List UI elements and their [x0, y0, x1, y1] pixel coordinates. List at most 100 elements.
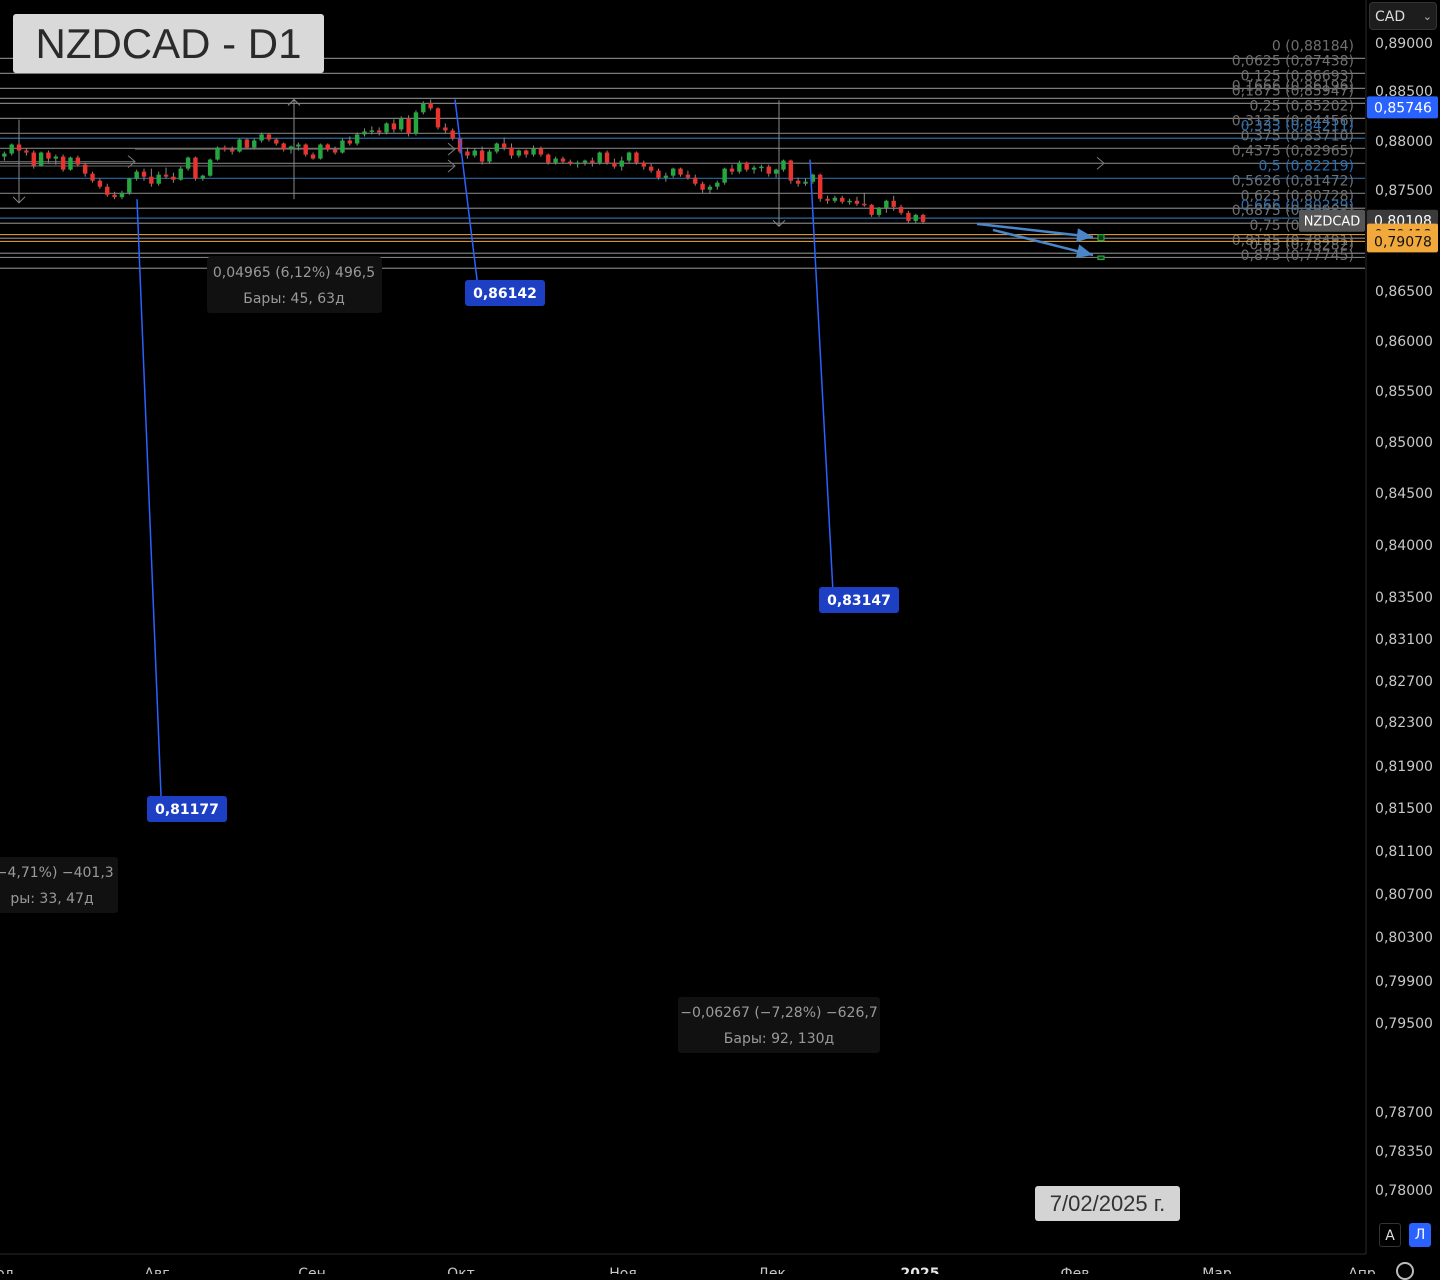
candle-down	[869, 204, 874, 215]
candle-down	[891, 200, 896, 207]
fib-level-label: 0,875 (0,77745)	[1241, 248, 1354, 264]
candle-up	[318, 144, 323, 159]
candle-down	[406, 118, 411, 134]
candle-up	[340, 140, 345, 153]
candle-up	[832, 197, 838, 201]
swing-leader-line	[454, 99, 481, 305]
candle-up	[810, 174, 816, 182]
candle-down	[60, 156, 66, 170]
candle-up	[237, 139, 242, 152]
candle-down	[818, 174, 823, 199]
date-label: 7/02/2025 г.	[1035, 1186, 1180, 1221]
time-tick-label: Сен	[298, 1266, 326, 1274]
price-tick-label: 0,78700	[1375, 1105, 1433, 1121]
price-tick-label: 0,78000	[1375, 1183, 1433, 1199]
price-tick-label: 0,85500	[1375, 384, 1433, 400]
candle-up	[582, 160, 588, 163]
swing-leader-line	[809, 159, 835, 612]
log-scale-button[interactable]: Л	[1409, 1223, 1431, 1247]
price-tick-label: 0,81100	[1375, 844, 1433, 860]
annotations: 0,86142 0,83147 0,81177 0,04965 (6,12%) 496…	[0, 99, 1094, 1053]
measure-arrowhead	[1096, 156, 1105, 170]
candle-down	[604, 152, 610, 163]
candle-up	[384, 123, 389, 133]
fib-level-label: 0,125 (0,86693)	[1241, 68, 1354, 84]
candle-up	[215, 147, 220, 160]
price-tag	[1367, 230, 1438, 253]
arrowhead-icon	[1076, 228, 1093, 243]
measure-value: 0,04965 (6,12%) 496,5	[213, 265, 375, 281]
time-tick-label: Июл	[0, 1266, 14, 1274]
auto-scale-button[interactable]: A	[1379, 1223, 1401, 1247]
candle-down	[391, 123, 397, 130]
measure-arrowhead	[447, 159, 456, 173]
time-axis[interactable]: Июл Авг Сен Окт Ноя Дек 2025 Фев Мар Апр	[0, 1253, 1376, 1274]
candle-up	[876, 207, 882, 215]
candle-up	[68, 157, 73, 170]
fib-level-label: 0,1875 (0,85947)	[1232, 83, 1354, 99]
candle-down	[788, 160, 793, 181]
fib-level-label: 0,25 (0,85202)	[1250, 98, 1354, 114]
candle-up	[354, 134, 360, 144]
candle-down	[281, 143, 286, 150]
candle-up	[472, 150, 477, 156]
time-tick-label: Авг	[144, 1266, 169, 1274]
candle-up	[663, 175, 669, 178]
candle-down	[46, 152, 51, 159]
candle-up	[759, 166, 764, 169]
candle-up	[707, 186, 713, 190]
currency-label: CAD	[1375, 9, 1406, 25]
price-tag	[1367, 96, 1438, 119]
candle-up	[200, 175, 205, 179]
projected-candle	[1097, 233, 1105, 242]
price-tick-label: 0,82300	[1375, 715, 1433, 731]
price-axis[interactable]: 0,890000,885000,880000,875000,870000,865…	[1299, 0, 1438, 1254]
candle-up	[399, 118, 404, 130]
candle-up	[288, 146, 294, 150]
candle-up	[38, 152, 44, 166]
fib-level-label: 0,333 (0,84211)	[1241, 118, 1354, 134]
candle-up	[53, 156, 58, 159]
candle-up	[487, 151, 492, 162]
candle-up	[421, 103, 426, 113]
candle-down	[634, 152, 639, 163]
gear-icon[interactable]	[1396, 1262, 1414, 1280]
candle-down	[678, 168, 683, 175]
price-tick-label: 0,87500	[1375, 183, 1433, 199]
candle-up	[156, 174, 161, 184]
candle-down	[377, 130, 382, 133]
candle-down	[612, 162, 617, 167]
candle-down	[685, 174, 691, 178]
candle-up	[531, 148, 536, 155]
candle-down	[795, 180, 801, 184]
candle-down	[274, 139, 279, 144]
candle-up	[369, 130, 375, 132]
time-tick-label: Мар	[1202, 1266, 1232, 1274]
price-tag-value: 0,85746	[1374, 100, 1432, 116]
candle-up	[362, 131, 367, 135]
candle-down	[171, 176, 176, 180]
candle-down	[656, 170, 661, 178]
candle-down	[310, 154, 316, 159]
candle-down	[83, 164, 88, 174]
price-tick-label: 0,85000	[1375, 435, 1433, 451]
candle-up	[773, 169, 779, 174]
candle-down	[501, 143, 507, 148]
projected-candle	[1097, 255, 1105, 261]
candle-down	[347, 140, 352, 144]
candle-down	[303, 144, 308, 155]
currency-select[interactable]: CAD ⌄	[1369, 2, 1437, 30]
chart-title: NZDCAD - D1	[13, 14, 324, 73]
time-tick-label: Окт	[447, 1266, 475, 1274]
fib-level-label: 0,625 (0,80728)	[1241, 188, 1354, 204]
candle-down	[465, 151, 470, 156]
candle-down	[230, 149, 235, 152]
swing-label: 0,81177	[155, 802, 219, 818]
candle-up	[119, 192, 125, 198]
candle-up	[259, 134, 264, 141]
price-tick-label: 0,89000	[1375, 36, 1433, 52]
arrowhead-icon	[1075, 244, 1093, 258]
candle-up	[252, 140, 257, 148]
candle-up	[597, 152, 602, 163]
